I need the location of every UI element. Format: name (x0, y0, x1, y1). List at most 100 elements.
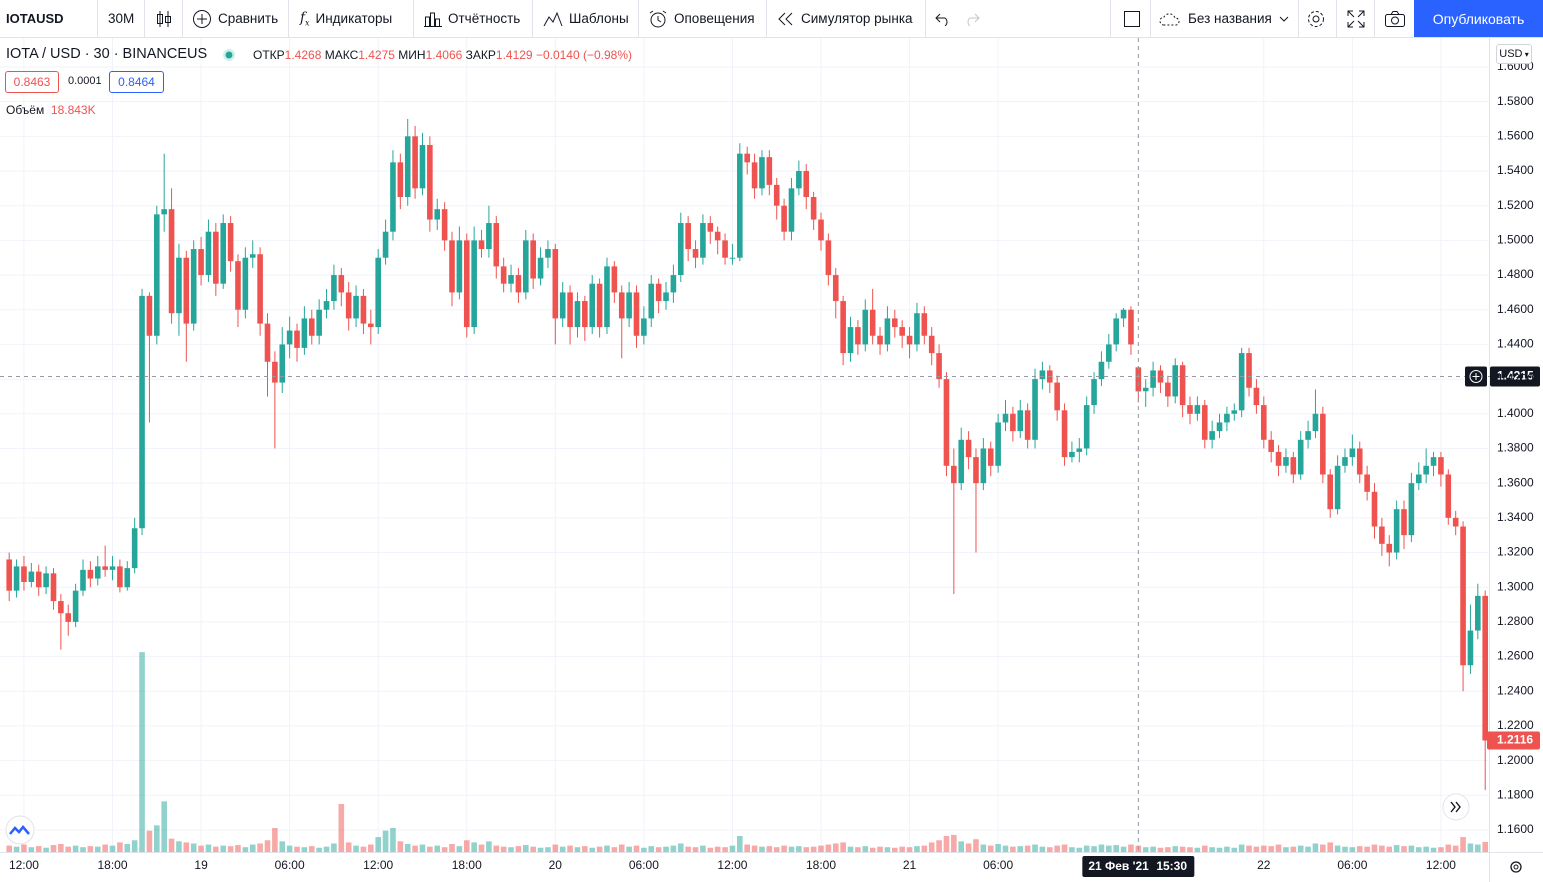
candle-body (589, 283, 596, 328)
candle-body (1423, 465, 1429, 475)
candle-body (847, 327, 854, 354)
candle-body (1083, 405, 1090, 449)
volume-bar (1452, 845, 1459, 852)
axis-settings-button[interactable] (1510, 861, 1522, 873)
indicators-button[interactable]: fx Индикаторы (300, 0, 392, 37)
publish-button[interactable]: Опубликовать (1414, 0, 1543, 37)
volume-bar (1216, 847, 1223, 852)
candle-body (257, 254, 263, 324)
compare-button[interactable]: Сравнить (192, 0, 278, 37)
volume-bar (161, 801, 167, 852)
candle-body (478, 240, 485, 250)
undo-button[interactable] (935, 0, 953, 37)
volume-bar (368, 844, 374, 852)
volume-bar (1024, 845, 1031, 852)
volume-bar (1349, 847, 1356, 852)
separator (413, 0, 414, 37)
candle-body (737, 153, 743, 258)
spread: 0.0001 (68, 75, 102, 87)
volume-bar (958, 841, 965, 852)
scroll-button[interactable] (1442, 793, 1470, 821)
layout-name-button[interactable]: Без названия (1158, 0, 1290, 37)
candle-body (72, 590, 79, 622)
symbol-button[interactable]: IOTAUSD (6, 11, 64, 26)
volume-bar (1194, 847, 1201, 852)
volume-bar (633, 845, 640, 852)
candle-body (773, 184, 780, 206)
candle-body (987, 448, 994, 466)
y-tick-label: 1.2200 (1497, 718, 1534, 732)
snapshot-button[interactable] (1384, 0, 1406, 37)
currency-button[interactable]: USD ▾ (1496, 44, 1532, 64)
candle-body (722, 240, 728, 258)
volume-bar (707, 847, 714, 852)
candle-body (146, 295, 153, 336)
label: Без названия (1188, 11, 1272, 26)
volume-bar (574, 847, 581, 852)
volume-bar (906, 847, 913, 852)
candle-body (427, 144, 433, 220)
separator (532, 0, 533, 37)
candle-body (818, 219, 824, 241)
candle-body (1283, 457, 1289, 466)
candle-body (198, 249, 204, 276)
volume-bar (1046, 847, 1053, 852)
candle-body (685, 223, 691, 250)
volume-bar (486, 841, 492, 852)
candle-body (1076, 448, 1083, 452)
candle-body (884, 318, 891, 345)
candle-body (1312, 413, 1319, 432)
volume-bar (545, 847, 551, 852)
candle-body (1275, 451, 1282, 466)
high-label: МАКС (324, 48, 359, 62)
x-tick-label: 19 (194, 858, 208, 872)
volume-bar (235, 845, 241, 852)
candle-body (1371, 491, 1378, 527)
volume-bar (515, 846, 522, 852)
fullscreen-button[interactable] (1347, 0, 1365, 37)
candle-body (397, 162, 404, 198)
candle-body (1349, 448, 1356, 458)
layout-button[interactable] (1122, 0, 1142, 37)
plus-icon (1469, 370, 1483, 384)
volume-bar (1201, 845, 1208, 852)
financials-button[interactable]: Отчётность (424, 0, 520, 37)
interval-button[interactable]: 30М (108, 11, 135, 26)
volume-bar (323, 846, 330, 852)
candle-body (515, 275, 522, 293)
redo-button[interactable] (962, 0, 980, 37)
ohlc-legend: ОТКР1.4268 МАКС1.4275 МИН1.4066 ЗАКР1.41… (253, 48, 632, 62)
sell-button[interactable]: 0.8463 (5, 71, 59, 93)
volume-bar (1098, 844, 1105, 852)
settings-button[interactable] (1306, 0, 1326, 37)
volume-bar (1460, 837, 1466, 852)
volume-bar (618, 844, 625, 852)
candle-body (700, 223, 706, 258)
volume-bar (1224, 846, 1230, 852)
gear-icon (1308, 10, 1324, 27)
candle-body (1467, 630, 1474, 666)
templates-icon (543, 11, 563, 26)
candle-body (936, 353, 942, 380)
buy-button[interactable]: 0.8464 (109, 71, 164, 93)
chart-type-button[interactable] (156, 0, 172, 37)
candle-body (1032, 379, 1038, 440)
y-tick-label: 1.2400 (1497, 683, 1534, 697)
volume-bar (1069, 847, 1075, 852)
volume-bar (131, 840, 138, 852)
candle-body (781, 205, 787, 232)
candle-body (456, 240, 463, 293)
volume-bar (1091, 846, 1097, 852)
volume-bar (936, 840, 942, 852)
volume-bar (751, 845, 758, 852)
volume-bar (722, 847, 728, 852)
templates-button[interactable]: Шаблоны (543, 0, 629, 37)
volume-bar (1356, 846, 1363, 852)
redo-icon (967, 13, 980, 26)
alerts-button[interactable]: Оповещения (648, 0, 755, 37)
high-value: 1.4275 (358, 48, 395, 62)
candle-body (1386, 543, 1393, 553)
y-tick-label: 1.5800 (1497, 94, 1534, 108)
replay-button[interactable]: Симулятор рынка (777, 0, 913, 37)
candle-body (404, 136, 411, 198)
